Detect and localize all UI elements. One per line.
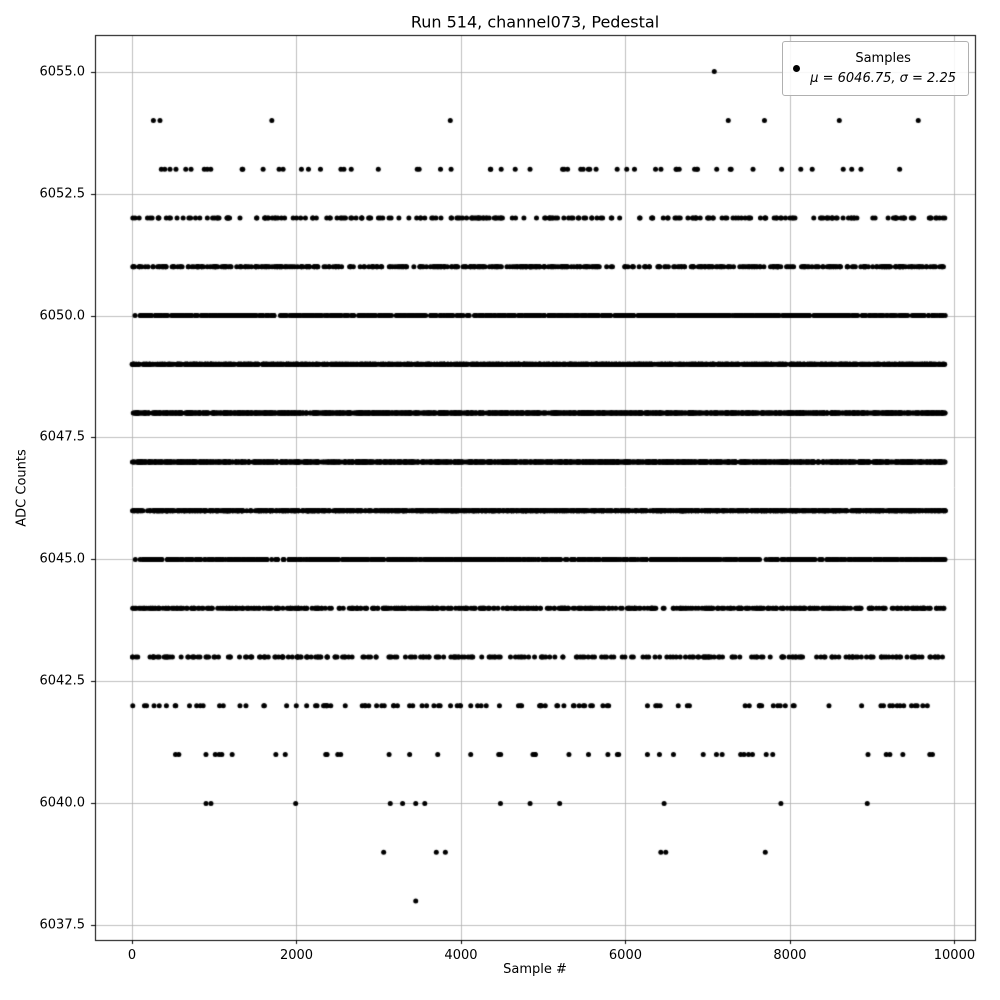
legend-stats-label: μ = 6046.75, σ = 2.25 — [810, 70, 956, 86]
y-tick-label: 6050.0 — [39, 308, 86, 324]
legend: Samples μ = 6046.75, σ = 2.25 — [782, 41, 969, 96]
y-tick-label: 6037.5 — [39, 917, 86, 933]
y-axis-label: ADC Counts — [14, 449, 30, 527]
y-tick-label: 6055.0 — [39, 64, 86, 80]
x-tick-label: 6000 — [608, 948, 642, 963]
y-tick-label: 6047.5 — [39, 429, 86, 445]
x-tick-label: 8000 — [773, 948, 807, 963]
legend-marker-icon — [793, 65, 801, 72]
x-tick-label: 2000 — [279, 948, 314, 963]
x-tick-label: 0 — [127, 948, 137, 963]
x-tick-label: 4000 — [444, 948, 478, 963]
y-tick-label: 6040.0 — [39, 795, 86, 811]
y-tick-label: 6045.0 — [39, 551, 86, 567]
chart-title: Run 514, channel073, Pedestal — [410, 12, 660, 32]
y-tick-label: 6042.5 — [39, 673, 86, 689]
y-tick-label: 6052.5 — [39, 186, 86, 202]
x-axis-label: Sample # — [503, 962, 567, 977]
legend-series-label: Samples — [855, 51, 911, 66]
x-tick-label: 10000 — [933, 948, 976, 963]
